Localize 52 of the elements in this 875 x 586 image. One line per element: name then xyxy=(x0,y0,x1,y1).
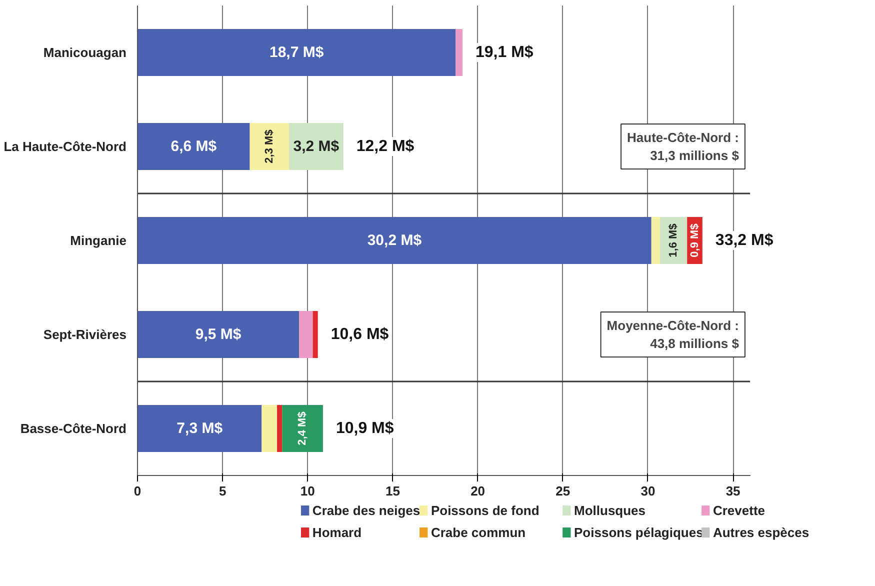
data-label: 3,2 M$ xyxy=(293,138,340,155)
legend-label: Poissons pélagiques xyxy=(574,525,704,540)
bar xyxy=(312,311,318,358)
legend-label: Homard xyxy=(312,525,362,540)
bar xyxy=(282,405,323,452)
bar xyxy=(138,217,652,264)
bar xyxy=(651,217,660,264)
legend-label: Poissons de fond xyxy=(430,503,540,518)
x-tick-label: 25 xyxy=(556,484,570,498)
legend-label: Crevette xyxy=(712,503,766,518)
bar xyxy=(138,29,456,76)
bar xyxy=(288,123,344,170)
legend-label: Crabe commun xyxy=(430,525,526,540)
bar xyxy=(250,123,289,170)
total-label: 10,9 M$ xyxy=(336,420,394,437)
data-label: 6,6 M$ xyxy=(170,138,218,155)
data-label: 18,7 M$ xyxy=(269,44,324,61)
x-tick-label: 35 xyxy=(726,484,740,498)
total-label: 10,6 M$ xyxy=(330,326,389,343)
data-label: 0,9 M$ xyxy=(688,224,701,258)
bar xyxy=(138,311,300,358)
x-tick-label: 30 xyxy=(640,484,656,498)
y-tick-label: Minganie xyxy=(70,233,127,248)
data-label: 1,6 M$ xyxy=(667,224,680,258)
total-label: 33,2 M$ xyxy=(715,232,774,249)
legend-label: Crabe des neiges xyxy=(312,503,420,518)
y-tick-label: La Haute-Côte-Nord xyxy=(4,139,127,154)
bar xyxy=(138,123,250,170)
annotation: Haute-Côte-Nord : 31,3 millions $ xyxy=(627,130,740,163)
data-label: 2,3 M$ xyxy=(263,130,276,164)
annotation: Moyenne-Côte-Nord : 43,8 millions $ xyxy=(606,318,740,351)
bar xyxy=(299,311,313,358)
x-tick-label: 20 xyxy=(470,484,486,498)
x-tick-label: 0 xyxy=(134,484,142,498)
x-tick-label: 15 xyxy=(386,484,400,498)
bar xyxy=(277,405,282,452)
total-label: 19,1 M$ xyxy=(476,44,534,61)
bar xyxy=(262,405,278,452)
data-label: 9,5 M$ xyxy=(195,326,242,343)
y-tick-label: Manicouagan xyxy=(43,45,127,60)
bar xyxy=(138,405,262,452)
y-tick-label: Basse-Côte-Nord xyxy=(20,421,127,436)
data-label: 2,4 M$ xyxy=(296,412,309,446)
y-tick-label: Sept-Rivières xyxy=(43,327,127,342)
total-label: 12,2 M$ xyxy=(356,138,414,155)
x-tick-label: 5 xyxy=(218,484,226,498)
legend-label: Mollusques xyxy=(574,503,646,518)
bar xyxy=(456,29,462,76)
data-label: 30,2 M$ xyxy=(367,232,422,249)
legend-label: Autres espèces xyxy=(712,525,810,540)
x-tick-label: 10 xyxy=(300,484,315,498)
data-label: 7,3 M$ xyxy=(176,420,224,437)
